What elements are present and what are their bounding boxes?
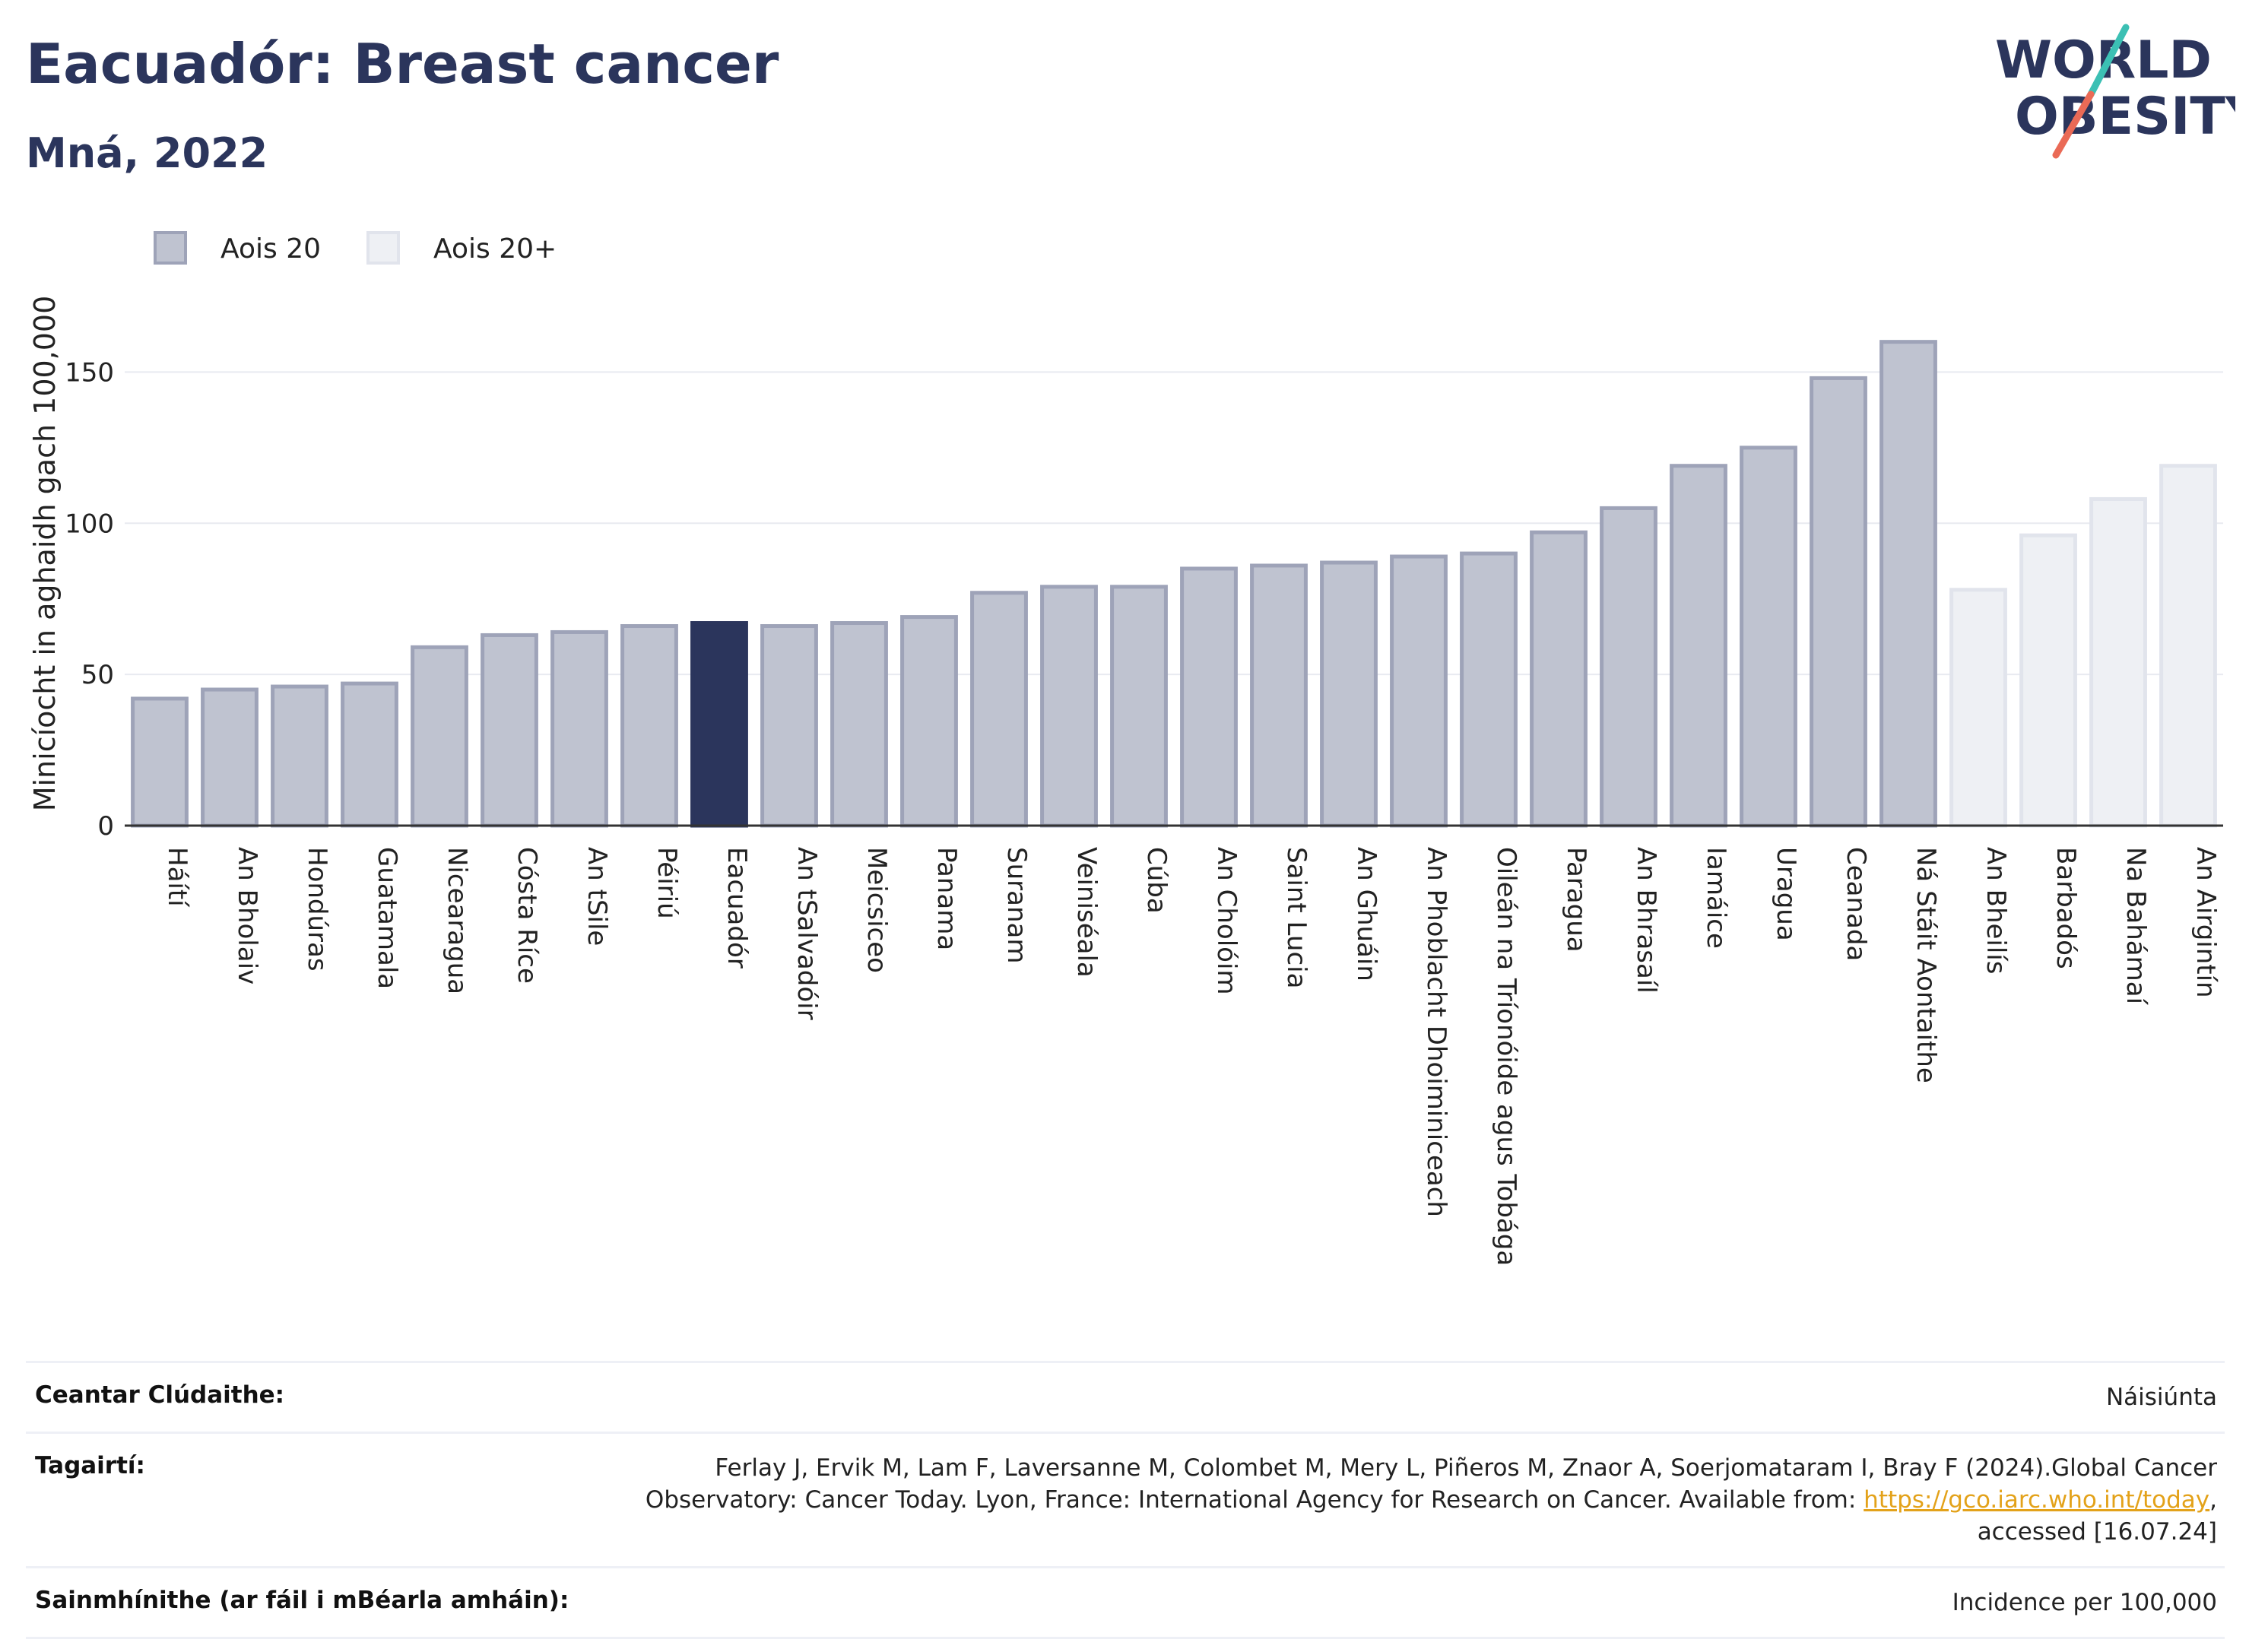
logo-line-1: WORLD	[1995, 30, 2212, 90]
x-tick-label: An Ghuáin	[1351, 847, 1381, 981]
legend-swatch	[154, 231, 187, 265]
coverage-label: Ceantar Clúdaithe:	[35, 1381, 285, 1409]
y-tick-label: 50	[81, 660, 114, 690]
references-text-1: Ferlay J, Ervik M, Lam F, Laversanne M, …	[645, 1454, 2217, 1514]
x-tick-label: Eacuadór	[722, 847, 752, 969]
bar	[2159, 464, 2217, 828]
page-subtitle: Mná, 2022	[26, 129, 268, 177]
x-tick-label: Guatamala	[372, 847, 402, 989]
x-tick-label: An Phoblacht Dhoiminiceach	[1421, 847, 1451, 1217]
x-tick-label: An Cholóim	[1211, 847, 1242, 995]
x-tick-label: Suranam	[1001, 847, 1032, 963]
bar	[2089, 496, 2147, 828]
metadata-table: Ceantar Clúdaithe: Náisiúnta Tagairtí: F…	[26, 1361, 2225, 1639]
x-tick-label: An Bheilís	[1981, 847, 2011, 974]
x-tick-label: Péiriú	[652, 847, 682, 919]
references-value: Ferlay J, Ervik M, Lam F, Laversanne M, …	[582, 1452, 2217, 1548]
bar	[1670, 464, 1727, 828]
x-tick-label: Cósta Ríce	[512, 847, 542, 984]
bar	[550, 629, 608, 828]
page-title: Eacuadór: Breast cancer	[26, 32, 779, 96]
bar	[481, 633, 538, 828]
x-tick-label: Ná Stáit Aontaithe	[1911, 847, 1941, 1083]
definitions-row: Sainmhínithe (ar fáil i mBéarla amháin):…	[26, 1566, 2225, 1639]
world-obesity-logo: WORLD OBESITY	[1995, 24, 2235, 159]
bar	[1320, 560, 1378, 828]
x-tick-label: An tSalvadóir	[791, 847, 822, 1020]
references-text-2: , accessed [16.07.24]	[1977, 1486, 2217, 1546]
x-tick-label: An Bhrasaíl	[1631, 847, 1661, 994]
legend-label: Aois 20+	[433, 233, 557, 265]
x-tick-label: Hondúras	[302, 847, 332, 972]
bar	[900, 615, 958, 828]
bar	[1250, 563, 1308, 828]
bar	[830, 621, 888, 828]
bar	[1879, 340, 1937, 828]
logo-slash-coral	[2052, 90, 2095, 159]
bar	[1740, 446, 1797, 828]
x-tick-label: Cúba	[1141, 847, 1172, 914]
references-label: Tagairtí:	[35, 1452, 145, 1479]
x-tick-label: An Airgintín	[2190, 847, 2221, 998]
bar	[1110, 585, 1168, 828]
bar	[620, 624, 678, 828]
bar	[1460, 551, 1518, 828]
references-link[interactable]: https://gco.iarc.who.int/today	[1864, 1486, 2210, 1514]
logo-line-2: OBESITY	[2015, 87, 2235, 147]
x-tick-label: Paragua	[1561, 847, 1591, 953]
bar	[1180, 566, 1238, 828]
coverage-value: Náisiúnta	[2105, 1384, 2217, 1411]
x-tick-label: Nicearagua	[442, 847, 472, 994]
bar	[1530, 530, 1588, 828]
bar	[271, 684, 328, 828]
x-tick-label: Saint Lucia	[1281, 847, 1312, 988]
bar	[1810, 376, 1867, 828]
legend-swatch	[366, 231, 400, 265]
legend-label: Aois 20	[220, 233, 321, 265]
bar	[131, 696, 189, 828]
bar	[411, 645, 468, 828]
x-tick-label: Háítí	[162, 847, 192, 908]
y-tick-label: 0	[97, 811, 114, 842]
y-axis-label: Minicíocht in aghaidh gach 100,000	[28, 296, 62, 812]
bar	[970, 591, 1028, 828]
bar	[1949, 588, 2007, 828]
definitions-value: Incidence per 100,000	[1952, 1589, 2217, 1616]
bar	[1390, 554, 1448, 828]
definitions-label: Sainmhínithe (ar fáil i mBéarla amháin):	[35, 1587, 569, 1614]
bar	[2019, 533, 2077, 828]
x-tick-label: Ceanada	[1841, 847, 1871, 961]
x-tick-label: An Bholaiv	[232, 847, 262, 985]
logo-slash-teal	[2087, 24, 2130, 98]
y-tick-label: 150	[65, 357, 114, 388]
references-row: Tagairtí: Ferlay J, Ervik M, Lam F, Lave…	[26, 1432, 2225, 1566]
x-tick-label: Veiniséala	[1071, 847, 1102, 978]
bar	[341, 681, 398, 828]
x-tick-label: Panama	[931, 847, 962, 950]
coverage-row: Ceantar Clúdaithe: Náisiúnta	[26, 1361, 2225, 1432]
y-tick-label: 100	[65, 509, 114, 539]
x-tick-label: An tSile	[582, 847, 612, 946]
x-tick-label: Barbadós	[2051, 847, 2081, 969]
x-tick-label: Meicsiceo	[861, 847, 892, 973]
x-tick-label: Na Bahámaí	[2121, 847, 2151, 1006]
bar	[1600, 506, 1657, 828]
x-tick-label: Iamáice	[1701, 847, 1731, 949]
x-tick-label: Uragua	[1771, 847, 1801, 941]
bar	[690, 621, 748, 828]
bar	[201, 687, 259, 828]
bar	[1040, 585, 1098, 828]
bar	[760, 624, 818, 828]
x-tick-label: Oileán na Tríonóide agus Tobága	[1491, 847, 1521, 1266]
